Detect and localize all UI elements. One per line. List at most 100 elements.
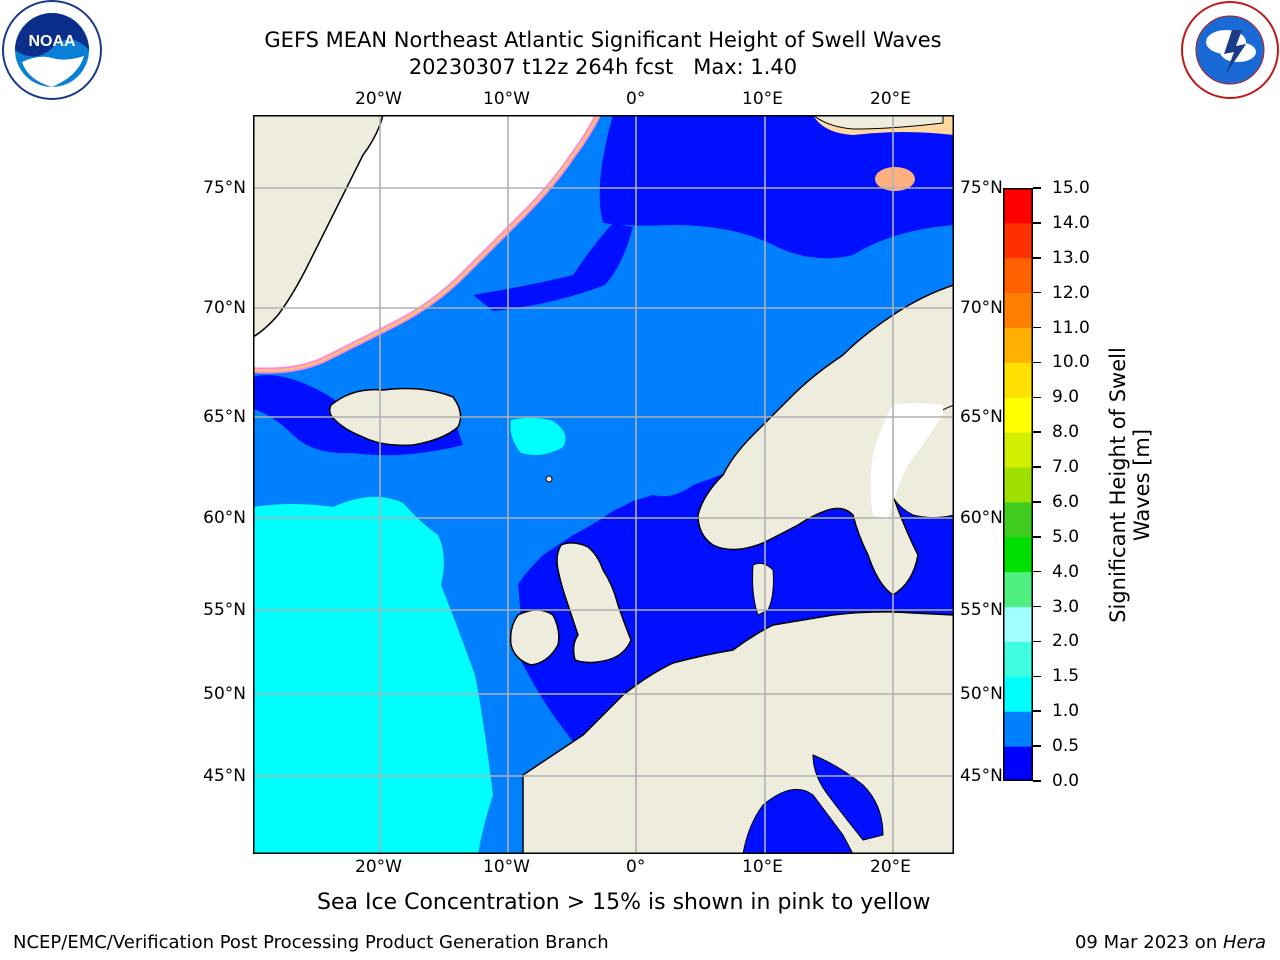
colorbar-tick-label: 1.0 bbox=[1052, 701, 1080, 722]
colorbar-tick bbox=[1033, 710, 1041, 712]
colorbar-tick bbox=[1033, 605, 1041, 608]
map-caption: Sea Ice Concentration > 15% is shown in … bbox=[317, 890, 931, 915]
colorbar-segment bbox=[1003, 641, 1033, 677]
lat-label-left-70n: 70°N bbox=[203, 298, 246, 318]
lat-label-left-50n: 50°N bbox=[203, 684, 246, 704]
lat-label-right-75n: 75°N bbox=[960, 178, 1003, 198]
colorbar-tick bbox=[1033, 326, 1041, 329]
colorbar-tick-label: 13.0 bbox=[1052, 247, 1090, 268]
colorbar-tick-label: 8.0 bbox=[1052, 422, 1080, 443]
colorbar-tick bbox=[1033, 640, 1041, 643]
noaa-logo: NOAA bbox=[2, 0, 102, 100]
colorbar-tick-label: 0.5 bbox=[1052, 736, 1080, 757]
colorbar-segment bbox=[1003, 501, 1033, 538]
great-britain-land bbox=[556, 542, 632, 664]
map-frame bbox=[253, 115, 954, 854]
colorbar-segment bbox=[1003, 397, 1033, 433]
colorbar-tick bbox=[1033, 187, 1041, 189]
footer-credit: NCEP/EMC/Verification Post Processing Pr… bbox=[13, 932, 609, 953]
colorbar-tick-label: 7.0 bbox=[1052, 457, 1080, 478]
colorbar-tick-label: 14.0 bbox=[1052, 212, 1090, 233]
colorbar-tick-label: 12.0 bbox=[1052, 282, 1090, 303]
colorbar-segment bbox=[1003, 536, 1033, 573]
colorbar-segment bbox=[1003, 292, 1033, 329]
lon-label-top-10e: 10°E bbox=[742, 89, 783, 109]
nws-logo bbox=[1181, 1, 1279, 99]
lon-label-top-0: 0° bbox=[626, 89, 646, 109]
lat-label-left-55n: 55°N bbox=[203, 600, 246, 620]
colorbar-tick bbox=[1033, 745, 1041, 747]
colorbar-label: Significant Height of Swell Waves [m] bbox=[1106, 347, 1154, 623]
ocean-swell-1.0-1.5-patch bbox=[510, 417, 566, 455]
footer-date-text: 09 Mar 2023 on bbox=[1074, 932, 1223, 953]
colorbar-tick-label: 1.5 bbox=[1052, 666, 1080, 687]
graticule bbox=[253, 115, 954, 854]
chart-subtitle: 20230307 t12z 264h fcst Max: 1.40 bbox=[408, 55, 798, 79]
lon-label-bottom-0: 0° bbox=[626, 857, 646, 877]
colorbar-tick bbox=[1033, 291, 1041, 294]
colorbar-frame bbox=[1003, 188, 1033, 781]
colorbar-tick-label: 11.0 bbox=[1052, 317, 1090, 338]
colorbar-segment bbox=[1003, 432, 1033, 468]
ireland-land bbox=[509, 609, 560, 666]
colorbar-segment bbox=[1003, 222, 1033, 259]
greenland-land bbox=[253, 115, 384, 338]
colorbar-tick bbox=[1033, 396, 1041, 399]
tyrrhenian-sea bbox=[742, 788, 854, 854]
colorbar-tick-label: 3.0 bbox=[1052, 596, 1080, 617]
bothnia-ice bbox=[870, 403, 943, 520]
colorbar-tick bbox=[1033, 780, 1041, 782]
lat-label-right-55n: 55°N bbox=[960, 600, 1003, 620]
colorbar-tick-label: 2.0 bbox=[1052, 631, 1080, 652]
lat-label-right-70n: 70°N bbox=[960, 298, 1003, 318]
ocean-swell-0-0.5-north bbox=[599, 115, 954, 259]
denmark-land bbox=[752, 562, 774, 616]
lon-label-top-20e: 20°E bbox=[870, 89, 911, 109]
lon-label-bottom-10e: 10°E bbox=[742, 857, 783, 877]
colorbar-tick bbox=[1033, 675, 1041, 678]
colorbar bbox=[1003, 188, 1033, 781]
colorbar-segment bbox=[1003, 571, 1033, 608]
colorbar-segment bbox=[1003, 711, 1033, 747]
colorbar-segment bbox=[1003, 606, 1033, 642]
colorbar-tick bbox=[1033, 501, 1041, 503]
colorbar-tick bbox=[1033, 570, 1041, 573]
lat-label-left-45n: 45°N bbox=[203, 766, 246, 786]
colorbar-tick bbox=[1033, 222, 1041, 224]
lat-label-right-65n: 65°N bbox=[960, 407, 1003, 427]
sea-ice-edge-inner bbox=[253, 115, 599, 372]
svalbard-ice-patch bbox=[875, 167, 915, 191]
lat-label-left-60n: 60°N bbox=[203, 508, 246, 528]
colorbar-tick bbox=[1033, 536, 1041, 538]
colorbar-tick-label: 15.0 bbox=[1052, 178, 1090, 198]
colorbar-tick-label: 9.0 bbox=[1052, 387, 1080, 408]
colorbar-segment bbox=[1003, 746, 1033, 781]
colorbar-segment bbox=[1003, 362, 1033, 398]
lat-label-left-65n: 65°N bbox=[203, 407, 246, 427]
colorbar-segment bbox=[1003, 257, 1033, 294]
noaa-logo-text: NOAA bbox=[28, 33, 76, 50]
map-plot bbox=[253, 115, 954, 854]
colorbar-segment bbox=[1003, 188, 1033, 224]
colorbar-segment bbox=[1003, 467, 1033, 503]
faroe-islands bbox=[545, 475, 553, 483]
colorbar-tick bbox=[1033, 466, 1041, 468]
colorbar-tick-label: 4.0 bbox=[1052, 561, 1080, 582]
colorbar-segment bbox=[1003, 676, 1033, 712]
colorbar-tick-label: 0.0 bbox=[1052, 771, 1080, 791]
lon-label-bottom-20w: 20°W bbox=[355, 857, 402, 877]
footer-host: Hera bbox=[1222, 932, 1266, 953]
lat-label-right-60n: 60°N bbox=[960, 508, 1003, 528]
lat-label-left-75n: 75°N bbox=[203, 178, 246, 198]
lon-label-top-20w: 20°W bbox=[355, 89, 402, 109]
lon-label-top-10w: 10°W bbox=[483, 89, 530, 109]
ocean-swell-0-0.5-greenland-edge bbox=[473, 223, 633, 311]
lat-label-right-50n: 50°N bbox=[960, 684, 1003, 704]
lat-label-right-45n: 45°N bbox=[960, 766, 1003, 786]
colorbar-tick bbox=[1033, 257, 1041, 259]
ocean-swell-1.0-1.5 bbox=[253, 496, 493, 854]
colorbar-tick-label: 5.0 bbox=[1052, 526, 1080, 547]
footer-date: 09 Mar 2023 on Hera bbox=[1075, 932, 1266, 953]
colorbar-tick bbox=[1033, 431, 1041, 433]
